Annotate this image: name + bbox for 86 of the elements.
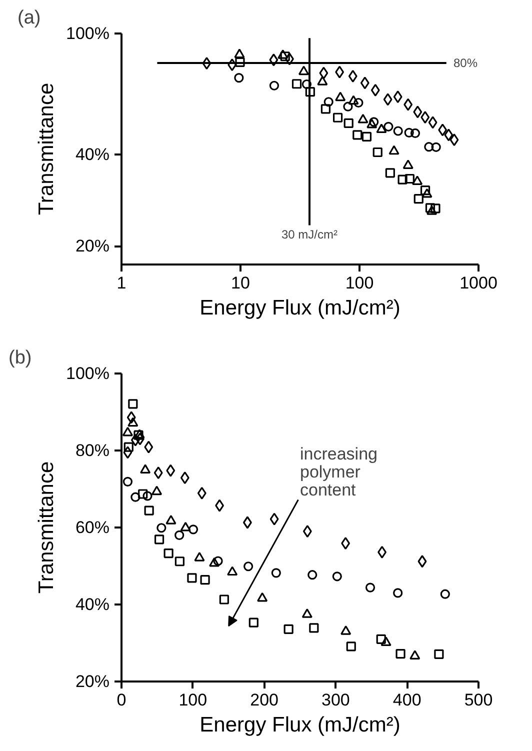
point [154,466,163,480]
point [123,446,132,459]
point [144,506,154,516]
point [309,623,319,633]
point [341,536,350,550]
point [138,489,148,499]
point [270,512,279,526]
x-tick-label: 1 [116,274,126,292]
point [302,525,312,538]
point [130,434,140,446]
point [122,476,133,486]
point [248,618,258,628]
point [340,625,352,635]
y-tick-label: 60% [75,518,110,537]
point [151,486,162,496]
point [434,649,444,659]
x-tick-label: 10 [231,274,250,292]
point [380,636,392,646]
point [174,530,184,540]
y-tick-label: 40% [75,595,110,614]
x-tick-label: 100 [345,274,374,292]
point [393,588,403,598]
x-axis-title: Energy Flux (mJ/cm²) [200,714,400,736]
x-axis-title: Energy Flux (mJ/cm²) [200,296,400,320]
y-axis-title: Transmittance [35,82,58,216]
y-tick-label: 20% [75,236,110,256]
annotation: increasing polymer content [300,444,378,500]
y-tick-label: 100% [66,24,110,43]
point [122,426,134,436]
point [194,552,205,562]
point [188,524,198,534]
point [197,486,206,500]
x-tick-label: 100 [178,690,208,710]
point [346,642,356,652]
point [365,582,376,592]
point [244,562,254,572]
point [440,589,450,599]
x-tick-label: 200 [250,690,278,710]
point [284,624,294,634]
point [130,492,140,502]
point [166,464,176,477]
point [200,575,210,585]
point [213,556,223,566]
ref-line-label: 30 mJ/cm² [281,227,338,242]
point [126,411,136,424]
ref-line-label: 80% [454,56,478,70]
chart-title: (a) [18,8,41,28]
point [142,491,152,501]
point [227,566,238,576]
x-tick-label: 1000 [460,274,498,292]
y-tick-label: 20% [75,672,110,691]
point [308,570,318,580]
x-tick-label: 300 [322,690,350,710]
y-tick-label: 80% [75,441,110,460]
y-tick-label: 100% [66,364,110,383]
point [166,514,176,524]
point [164,548,174,558]
point [174,556,184,566]
point [219,594,229,604]
point [396,648,406,659]
point [156,523,166,533]
y-axis-title: Transmittance [35,461,58,594]
x-tick-label: 0 [116,690,126,710]
chart-title: (b) [8,348,32,368]
x-tick-label: 500 [464,690,493,710]
y-tick-label: 40% [75,145,110,164]
point [144,440,154,454]
point [154,534,164,544]
point [128,417,138,427]
point [128,399,138,409]
point [242,516,252,529]
point [376,634,386,644]
point [187,573,197,583]
point [209,557,220,567]
point [332,572,342,582]
point [378,546,387,558]
point [180,472,190,484]
point [140,464,151,474]
point [124,442,134,452]
point [271,568,281,578]
point [257,592,268,602]
point [180,522,191,532]
x-tick-label: 400 [392,690,422,710]
point [410,650,420,660]
point [418,555,427,568]
point [302,608,312,618]
